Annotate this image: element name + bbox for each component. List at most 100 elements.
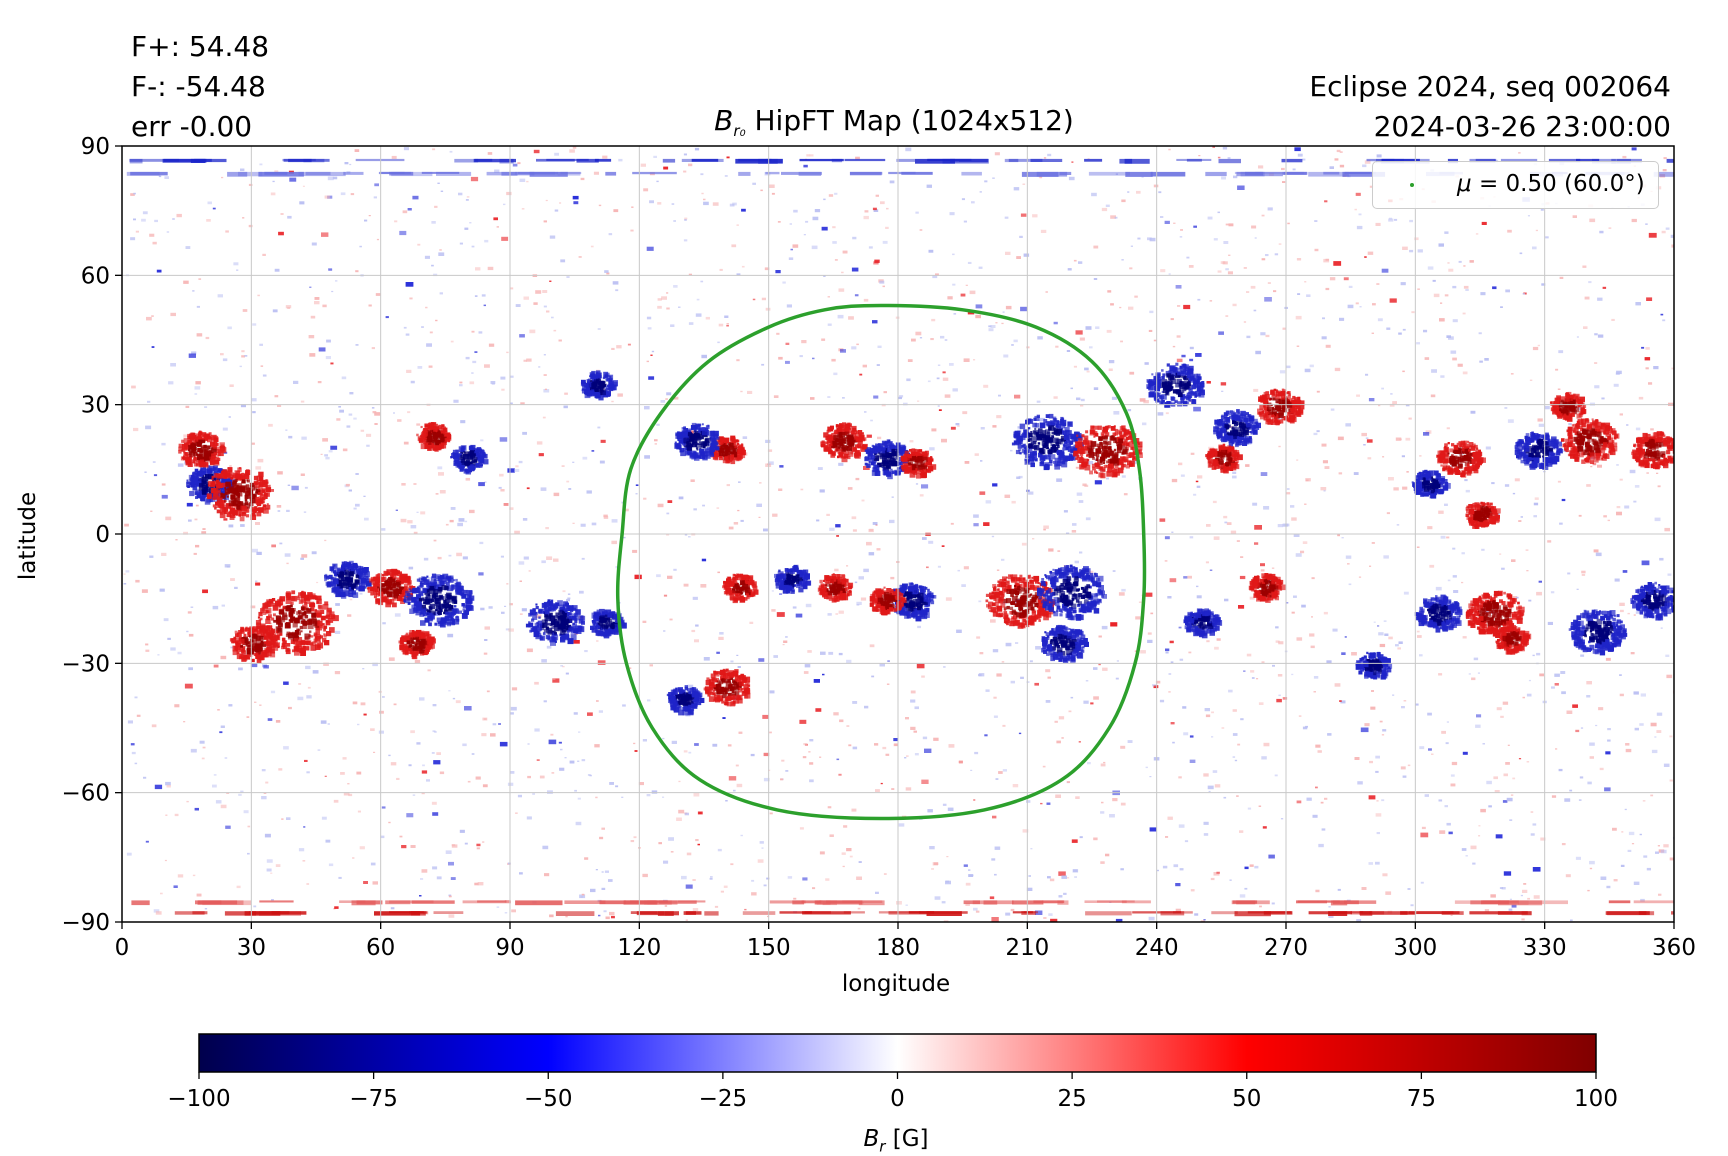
noise-speckle [568, 488, 572, 490]
noise-speckle [544, 388, 547, 390]
active-region-pixel [851, 432, 857, 437]
noise-speckle [285, 429, 288, 431]
noise-speckle [990, 325, 996, 328]
active-region-pixel [1088, 585, 1092, 589]
noise-speckle [1476, 714, 1482, 718]
active-region-pixel [1011, 442, 1015, 446]
noise-speckle [340, 192, 346, 196]
noise-speckle [1424, 794, 1429, 797]
active-region-pixel [907, 593, 913, 599]
active-region-pixel [1045, 590, 1049, 594]
noise-speckle [1420, 881, 1424, 884]
active-region-pixel [1062, 604, 1066, 608]
noise-speckle [419, 895, 422, 897]
noise-speckle [927, 809, 933, 813]
active-region-pixel [853, 447, 858, 452]
noise-speckle [1334, 367, 1341, 372]
active-region-pixel [1017, 444, 1022, 449]
noise-speckle [1478, 825, 1481, 827]
active-region-pixel [854, 453, 858, 457]
active-region-pixel [1106, 471, 1112, 477]
noise-speckle [1305, 478, 1311, 482]
noise-speckle [1554, 683, 1559, 686]
polar-band-speckle [798, 171, 822, 176]
active-region-pixel [1072, 434, 1076, 439]
polar-band-speckle [433, 911, 464, 914]
noise-speckle [1002, 311, 1005, 313]
noise-speckle [287, 484, 291, 486]
noise-speckle [471, 372, 474, 374]
noise-speckle [803, 164, 808, 168]
noise-speckle [700, 280, 704, 283]
noise-speckle [167, 637, 171, 640]
active-region-pixel [1112, 432, 1117, 437]
active-region-pixel [912, 599, 918, 604]
noise-speckle [299, 201, 305, 205]
active-region-pixel [1068, 453, 1073, 458]
noise-speckle [1135, 616, 1141, 620]
active-region-pixel [1023, 611, 1029, 617]
noise-speckle [257, 458, 264, 463]
noise-speckle [414, 659, 421, 664]
noise-speckle [785, 770, 789, 772]
noise-speckle [1490, 894, 1496, 898]
noise-speckle [360, 429, 365, 432]
noise-speckle [1572, 704, 1578, 708]
noise-speckle [937, 364, 941, 366]
noise-speckle [1115, 918, 1123, 922]
noise-speckle [662, 737, 665, 740]
active-region-pixel [1095, 471, 1099, 474]
noise-speckle [1457, 363, 1463, 367]
noise-speckle [1520, 516, 1523, 518]
active-region-pixel [879, 447, 886, 454]
active-region-pixel [1066, 576, 1072, 581]
noise-speckle [445, 523, 449, 526]
noise-speckle [1465, 288, 1469, 291]
noise-speckle [582, 456, 588, 460]
active-region-pixel [852, 437, 858, 443]
active-region-pixel [1013, 615, 1018, 620]
noise-speckle [541, 560, 546, 564]
noise-speckle [1165, 651, 1169, 654]
active-region-pixel [1095, 581, 1102, 588]
active-region-pixel [1034, 614, 1039, 619]
active-region-pixel [1027, 575, 1031, 579]
noise-speckle [1537, 344, 1540, 347]
active-region-pixel [1015, 582, 1020, 587]
noise-speckle [666, 533, 670, 536]
noise-speckle [768, 184, 775, 188]
noise-speckle [499, 473, 504, 477]
noise-speckle [457, 522, 463, 527]
noise-speckle [666, 512, 670, 515]
noise-speckle [1066, 877, 1070, 879]
active-region-pixel [1094, 425, 1099, 430]
noise-speckle [638, 782, 644, 786]
noise-speckle [543, 354, 546, 356]
noise-speckle [1213, 238, 1218, 241]
noise-speckle [1395, 437, 1402, 441]
noise-speckle [1005, 305, 1012, 310]
noise-speckle [1409, 219, 1413, 223]
active-region-pixel [1094, 432, 1099, 437]
active-region-pixel [898, 609, 904, 615]
noise-speckle [202, 746, 206, 749]
active-region-pixel [1089, 606, 1094, 611]
active-region-pixel [680, 435, 684, 438]
active-region-pixel [918, 592, 924, 599]
noise-speckle [567, 593, 571, 595]
noise-speckle [880, 201, 885, 205]
active-region-pixel [686, 445, 693, 451]
noise-speckle [350, 193, 355, 196]
noise-speckle [1325, 344, 1331, 348]
noise-speckle [823, 198, 826, 201]
noise-speckle [1085, 326, 1092, 330]
noise-speckle [1528, 599, 1532, 602]
active-region-pixel [889, 590, 894, 595]
noise-speckle [1116, 660, 1119, 662]
noise-speckle [1568, 423, 1572, 426]
noise-speckle [1669, 735, 1673, 738]
noise-speckle [212, 784, 217, 788]
noise-speckle [1144, 362, 1149, 365]
noise-speckle [644, 455, 650, 459]
noise-speckle [433, 760, 441, 765]
